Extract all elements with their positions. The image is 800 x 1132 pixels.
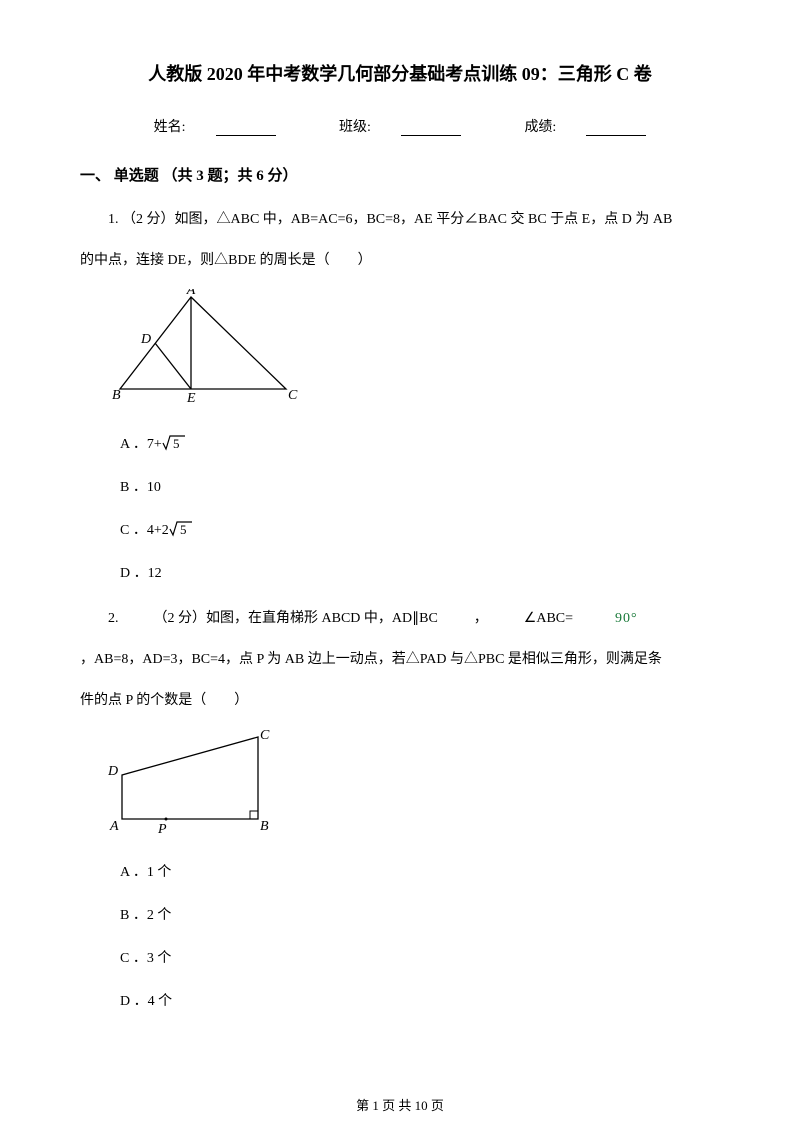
page-title: 人教版 2020 年中考数学几何部分基础考点训练 09：三角形 C 卷 [80, 60, 720, 86]
svg-text:C: C [260, 729, 270, 743]
q1-line2: 的中点，连接 DE，则△BDE 的周长是（ ） [80, 246, 720, 277]
svg-text:A: A [109, 819, 119, 834]
q2-line3: 件的点 P 的个数是（ ） [80, 686, 720, 717]
section-header: 一、 单选题 （共 3 题；共 6 分） [80, 164, 720, 185]
q1-opt-c: C ．4+25 [120, 518, 720, 543]
q2-opt-c: C ．3 个 [120, 946, 720, 971]
svg-text:B: B [260, 819, 269, 834]
q1-figure: A B C E D [108, 289, 720, 414]
svg-text:A: A [186, 289, 196, 298]
svg-text:P: P [157, 822, 167, 837]
svg-text:D: D [140, 332, 151, 347]
score-label: 成绩: [509, 116, 661, 136]
page-footer: 第 1 页 共 10 页 [0, 1095, 800, 1114]
triangle-figure-icon: A B C E D [108, 289, 308, 409]
trapezoid-figure-icon: A B C D P [108, 729, 278, 837]
svg-text:5: 5 [180, 522, 187, 537]
q2-opt-d: D ．4 个 [120, 989, 720, 1014]
svg-text:5: 5 [173, 436, 180, 451]
q1-opt-a: A ．7+5 [120, 432, 720, 457]
class-label: 班级: [324, 116, 476, 136]
svg-text:B: B [112, 388, 121, 403]
info-row: 姓名: 班级: 成绩: [80, 116, 720, 136]
q2-opt-b: B ．2 个 [120, 903, 720, 928]
svg-text:D: D [108, 764, 118, 779]
svg-text:C: C [288, 388, 298, 403]
name-label: 姓名: [139, 116, 291, 136]
q1-opt-b: B ．10 [120, 475, 720, 500]
angle-value: 90° [587, 604, 638, 635]
q2-line1: 2. （2 分）如图，在直角梯形 ABCD 中，AD∥BC，∠ABC= 90° [80, 604, 720, 635]
q1-line1: 1. （2 分）如图，△ABC 中，AB=AC=6，BC=8，AE 平分∠BAC… [80, 205, 720, 236]
q2-opt-a: A ．1 个 [120, 860, 720, 885]
q2-figure: A B C D P [108, 729, 720, 842]
svg-text:E: E [186, 391, 196, 406]
q1-opt-d: D ．12 [120, 561, 720, 586]
q2-line2: ，AB=8，AD=3，BC=4，点 P 为 AB 边上一动点，若△PAD 与△P… [80, 645, 720, 676]
